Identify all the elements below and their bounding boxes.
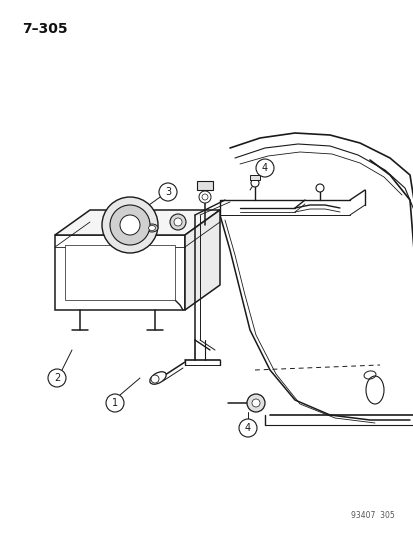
Circle shape	[255, 159, 273, 177]
Circle shape	[110, 205, 150, 245]
Polygon shape	[197, 181, 212, 190]
Ellipse shape	[148, 225, 155, 230]
Circle shape	[173, 218, 182, 226]
Circle shape	[151, 375, 159, 383]
Circle shape	[202, 194, 207, 200]
Polygon shape	[249, 175, 259, 180]
Circle shape	[159, 183, 177, 201]
Ellipse shape	[146, 224, 158, 232]
Text: 3: 3	[164, 187, 171, 197]
Polygon shape	[185, 210, 219, 310]
Text: 93407  305: 93407 305	[350, 511, 394, 520]
Text: 4: 4	[244, 423, 250, 433]
Circle shape	[252, 399, 259, 407]
Circle shape	[238, 419, 256, 437]
Ellipse shape	[150, 372, 166, 384]
Circle shape	[48, 369, 66, 387]
Text: 2: 2	[54, 373, 60, 383]
Circle shape	[315, 184, 323, 192]
Polygon shape	[55, 210, 219, 235]
Text: 7–305: 7–305	[22, 22, 67, 36]
Circle shape	[170, 214, 185, 230]
Circle shape	[199, 191, 211, 203]
Circle shape	[247, 394, 264, 412]
Circle shape	[102, 197, 158, 253]
Polygon shape	[65, 245, 175, 300]
Text: 1: 1	[112, 398, 118, 408]
Circle shape	[250, 179, 259, 187]
Circle shape	[120, 215, 140, 235]
Text: 4: 4	[261, 163, 267, 173]
Circle shape	[106, 394, 124, 412]
Polygon shape	[55, 235, 185, 310]
